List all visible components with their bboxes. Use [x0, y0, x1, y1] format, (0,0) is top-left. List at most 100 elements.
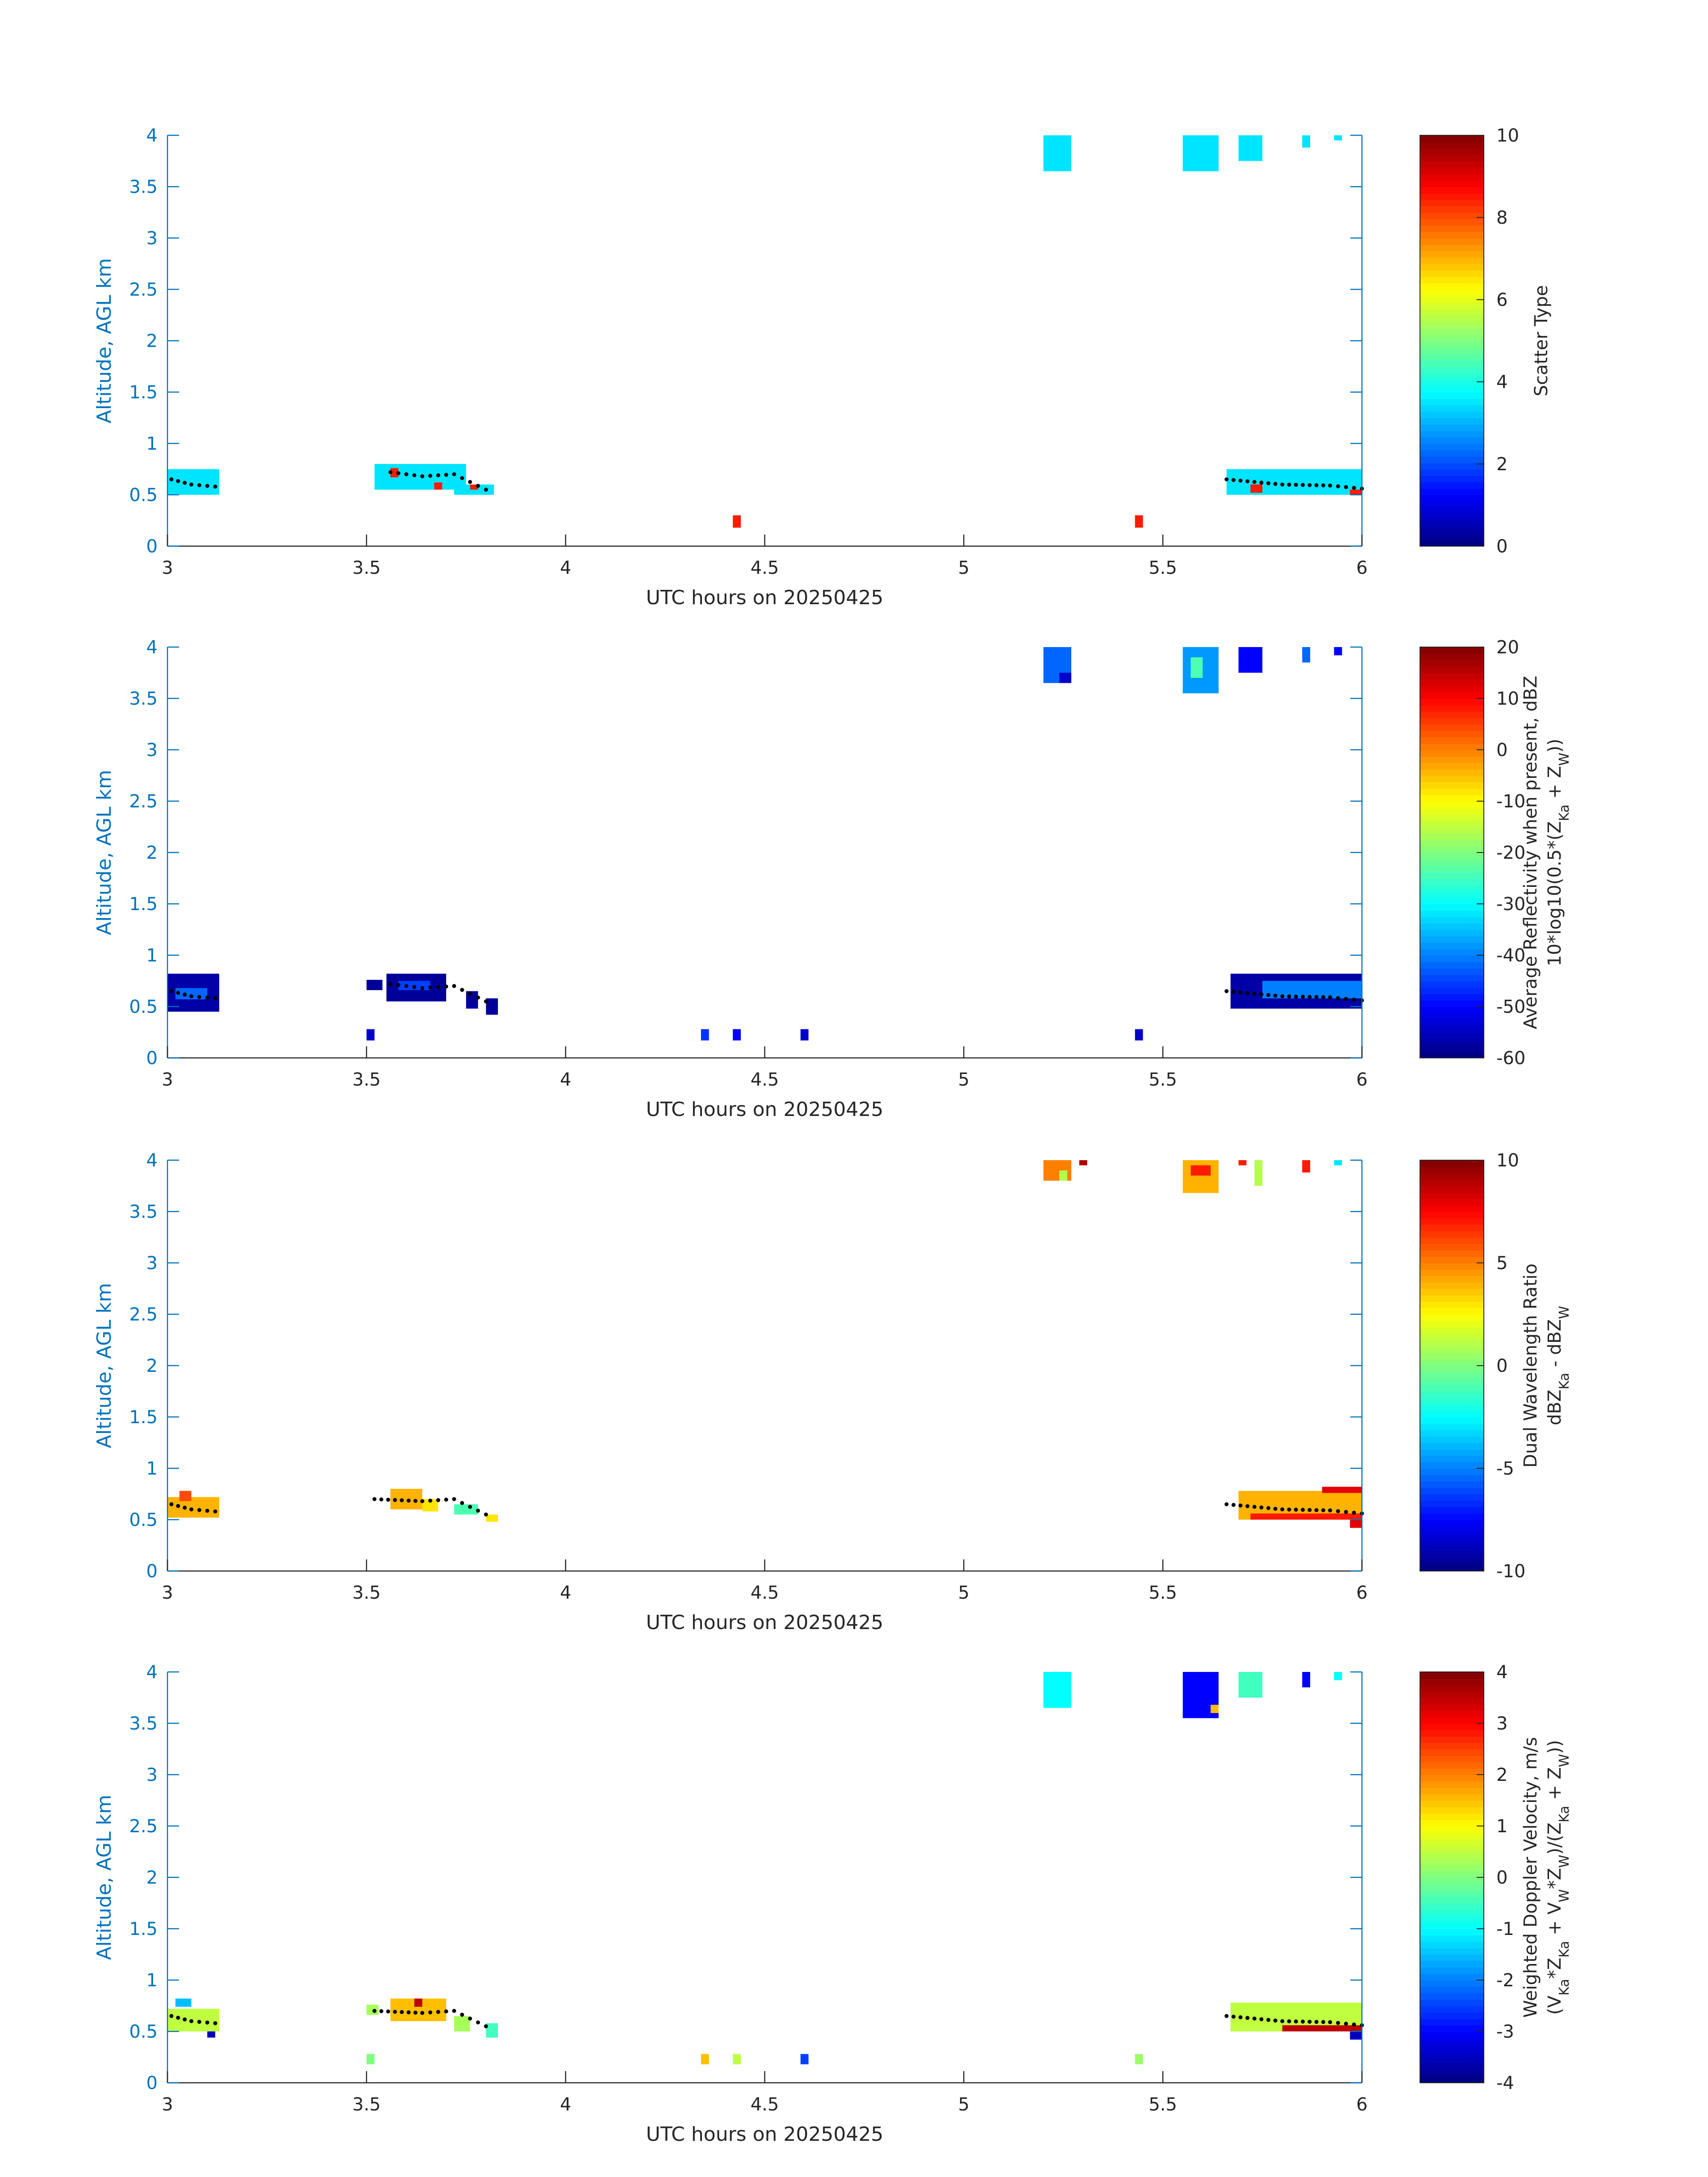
colorbar-segment — [1420, 1026, 1484, 1033]
trace-point — [420, 986, 425, 990]
heatmap-cell — [1135, 515, 1143, 528]
colorbar-segment — [1420, 865, 1484, 873]
y-tick-label: 1.5 — [129, 382, 158, 403]
trace-point — [1287, 994, 1291, 999]
colorbar-segment — [1420, 1192, 1484, 1199]
trace-point — [1287, 482, 1291, 487]
colorbar-segment — [1420, 321, 1484, 329]
heatmap-cell — [374, 464, 466, 490]
heatmap-cell — [1059, 673, 1072, 683]
heatmap-cell — [1190, 1165, 1211, 1176]
colorbar-segment — [1420, 1775, 1484, 1782]
heatmap-cell — [1254, 1160, 1263, 1186]
colorbar-segment — [1420, 328, 1484, 335]
colorbar-tick-label: -2 — [1496, 1970, 1514, 1991]
plot-area — [167, 1160, 1362, 1571]
heatmap-cell — [486, 1514, 498, 1522]
colorbar-segment — [1420, 450, 1484, 457]
trace-point — [476, 484, 480, 488]
colorbar-segment — [1420, 698, 1484, 706]
colorbar-segment — [1420, 1768, 1484, 1775]
colorbar-segment — [1420, 1288, 1484, 1295]
trace-point — [1273, 2018, 1278, 2023]
colorbar-segment — [1420, 807, 1484, 815]
heatmap-cell — [1135, 2054, 1143, 2064]
colorbar-segment — [1420, 833, 1484, 840]
colorbar-segment — [1420, 968, 1484, 975]
colorbar-tick-label: 10 — [1496, 125, 1519, 146]
colorbar-segment — [1420, 488, 1484, 495]
trace-point — [1294, 2019, 1298, 2024]
colorbar-segment — [1420, 302, 1484, 309]
trace-point — [1231, 990, 1236, 994]
colorbar-segment — [1420, 539, 1484, 547]
colorbar-segment — [1420, 1205, 1484, 1212]
colorbar-segment — [1420, 1212, 1484, 1219]
trace-point — [379, 1497, 384, 1502]
colorbar-segment — [1420, 961, 1484, 969]
trace-point — [1301, 483, 1305, 487]
colorbar-tick-label: 10 — [1496, 1150, 1519, 1171]
trace-point — [388, 982, 393, 986]
trace-point — [436, 985, 440, 989]
colorbar-segment — [1420, 929, 1484, 936]
trace-point — [1314, 2020, 1319, 2024]
trace-point — [420, 1499, 425, 1504]
trace-point — [420, 474, 425, 479]
colorbar-segment — [1420, 1481, 1484, 1488]
trace-point — [372, 2009, 377, 2013]
y-tick-label: 3.5 — [129, 1713, 158, 1734]
colorbar-segment — [1420, 1243, 1484, 1251]
heatmap-cell — [1250, 485, 1263, 493]
colorbar-tick-label: -4 — [1496, 2073, 1514, 2093]
trace-point — [183, 992, 187, 997]
colorbar-segment — [1420, 218, 1484, 226]
colorbar-segment — [1420, 673, 1484, 680]
colorbar-segment — [1420, 309, 1484, 316]
trace-point — [1344, 1510, 1348, 1514]
colorbar-segment — [1420, 1423, 1484, 1430]
colorbar-segment — [1420, 366, 1484, 373]
trace-point — [372, 1497, 377, 1501]
x-axis-label: UTC hours on 20250425 — [646, 1611, 884, 1634]
x-tick-label: 3.5 — [352, 2094, 381, 2115]
y-tick-label: 2.5 — [129, 280, 158, 300]
colorbar-segment — [1420, 1372, 1484, 1379]
colorbar-segment — [1420, 904, 1484, 911]
trace-point — [169, 1502, 174, 1506]
trace-point — [205, 995, 209, 1000]
trace-point — [1314, 483, 1319, 488]
trace-point — [1266, 1506, 1270, 1510]
plot-area — [167, 647, 1362, 1058]
colorbar-segment — [1420, 769, 1484, 776]
x-tick-label: 5.5 — [1148, 1583, 1177, 1603]
x-tick-label: 3 — [162, 2094, 173, 2115]
colorbar-segment — [1420, 1436, 1484, 1443]
x-tick-label: 4 — [560, 2094, 571, 2115]
x-tick-label: 6 — [1356, 558, 1367, 578]
heatmap-cell — [1350, 2031, 1362, 2040]
y-tick-label: 2.5 — [129, 1304, 158, 1325]
colorbar-segment — [1420, 1256, 1484, 1263]
x-tick-label: 4.5 — [751, 558, 779, 578]
trace-point — [1321, 2020, 1325, 2024]
heatmap-cell — [1182, 135, 1219, 171]
colorbar-segment — [1420, 872, 1484, 879]
colorbar-segment — [1420, 1903, 1484, 1910]
heatmap-cell — [701, 1029, 709, 1040]
heatmap-cell — [390, 468, 399, 477]
x-tick-label: 4.5 — [751, 2094, 779, 2115]
trace-point — [1307, 2019, 1312, 2024]
colorbar-tick-label: -10 — [1496, 791, 1525, 812]
trace-point — [420, 2011, 425, 2015]
colorbar-segment — [1420, 283, 1484, 290]
x-axis-label: UTC hours on 20250425 — [646, 586, 884, 609]
trace-point — [1273, 1507, 1278, 1511]
colorbar-segment — [1420, 475, 1484, 483]
y-tick-label: 1 — [146, 1458, 158, 1479]
trace-point — [1336, 1509, 1340, 1513]
trace-point — [400, 2010, 404, 2014]
colorbar-segment — [1420, 398, 1484, 405]
trace-point — [1224, 2014, 1229, 2018]
colorbar-segment — [1420, 1160, 1484, 1167]
